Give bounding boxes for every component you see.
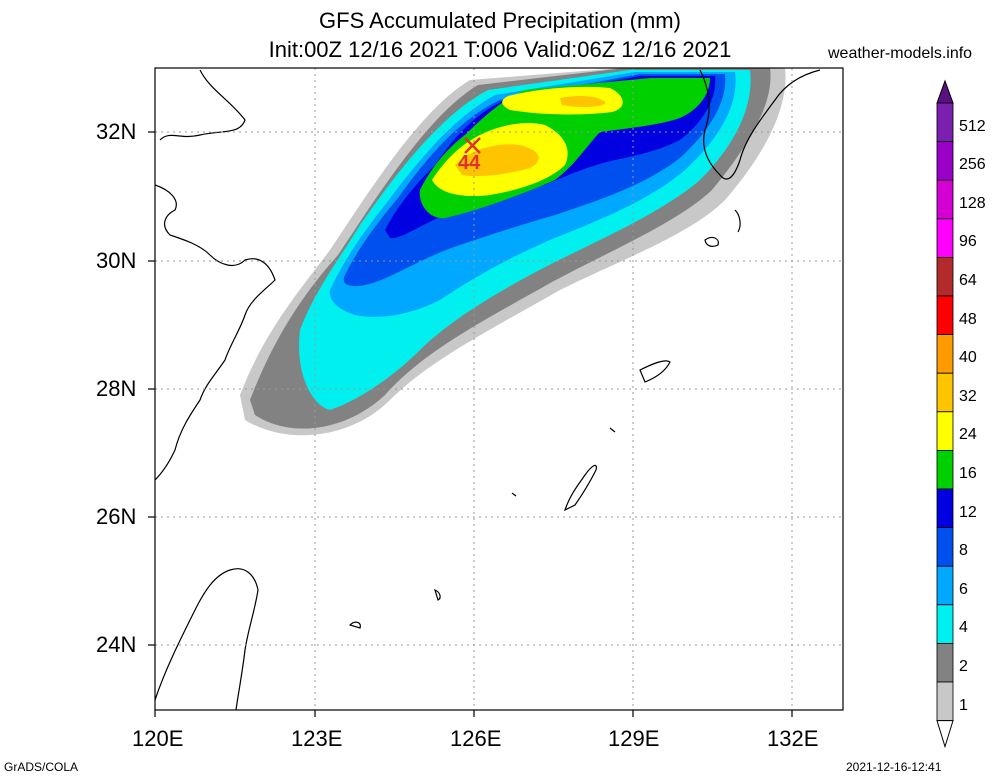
colorbar-label: 16 (959, 465, 977, 483)
colorbar-swatch (936, 256, 954, 297)
colorbar-top-arrow (936, 79, 954, 104)
colorbar-swatch (936, 372, 954, 413)
lat-label-28n: 28N (96, 376, 137, 401)
map-title: GFS Accumulated Precipitation (mm) (319, 8, 681, 33)
colorbar-swatch (936, 141, 954, 181)
coastlines (155, 69, 821, 710)
colorbar-label: 128 (959, 194, 986, 212)
colorbar-label: 64 (959, 272, 977, 290)
lat-label-30n: 30N (96, 248, 137, 273)
colorbar-label: 40 (959, 349, 977, 367)
site-credit: weather-models.info (828, 45, 973, 62)
lon-label-126e: 126E (450, 726, 502, 751)
max-precip-value: 44 (458, 152, 481, 174)
colorbar-label: 32 (959, 387, 977, 405)
axis-ticks (148, 131, 793, 717)
colorbar (936, 79, 954, 749)
lon-label-129e: 129E (608, 726, 660, 751)
colorbar-label: 1 (959, 696, 968, 714)
colorbar-swatch (936, 334, 954, 374)
lat-label-26n: 26N (96, 504, 137, 529)
colorbar-swatch (936, 681, 954, 721)
graticule (155, 68, 843, 710)
colorbar-swatch (936, 565, 954, 606)
software-credit: GrADS/COLA (4, 760, 79, 774)
colorbar-label: 12 (959, 503, 977, 521)
colorbar-bottom-arrow (936, 720, 954, 749)
colorbar-swatch (936, 488, 954, 528)
colorbar-label: 48 (959, 310, 977, 328)
max-precip-marker (464, 137, 481, 154)
lon-label-132e: 132E (767, 726, 819, 751)
colorbar-label: 512 (959, 117, 986, 135)
precip-field (240, 68, 786, 436)
colorbar-swatch (936, 643, 954, 683)
colorbar-label: 24 (959, 426, 977, 444)
colorbar-swatch (936, 604, 954, 644)
generation-timestamp: 2021-12-16-12:41 (846, 760, 942, 774)
colorbar-label: 4 (959, 619, 968, 637)
colorbar-swatch (936, 527, 954, 567)
colorbar-swatch (936, 102, 954, 142)
colorbar-label: 8 (959, 542, 968, 560)
colorbar-swatch (936, 295, 954, 335)
colorbar-label: 96 (959, 233, 977, 251)
colorbar-swatch (936, 411, 954, 451)
lon-label-120e: 120E (132, 726, 184, 751)
colorbar-swatch (936, 179, 954, 220)
lon-label-123e: 123E (291, 726, 343, 751)
colorbar-label: 2 (959, 658, 968, 676)
colorbar-swatch (936, 449, 954, 490)
colorbar-swatch (936, 218, 954, 258)
lat-label-24n: 24N (96, 632, 137, 657)
lat-label-32n: 32N (96, 119, 137, 144)
colorbar-label: 6 (959, 580, 968, 598)
colorbar-label: 256 (959, 156, 986, 174)
map-subtitle: Init:00Z 12/16 2021 T:006 Valid:06Z 12/1… (268, 37, 732, 62)
